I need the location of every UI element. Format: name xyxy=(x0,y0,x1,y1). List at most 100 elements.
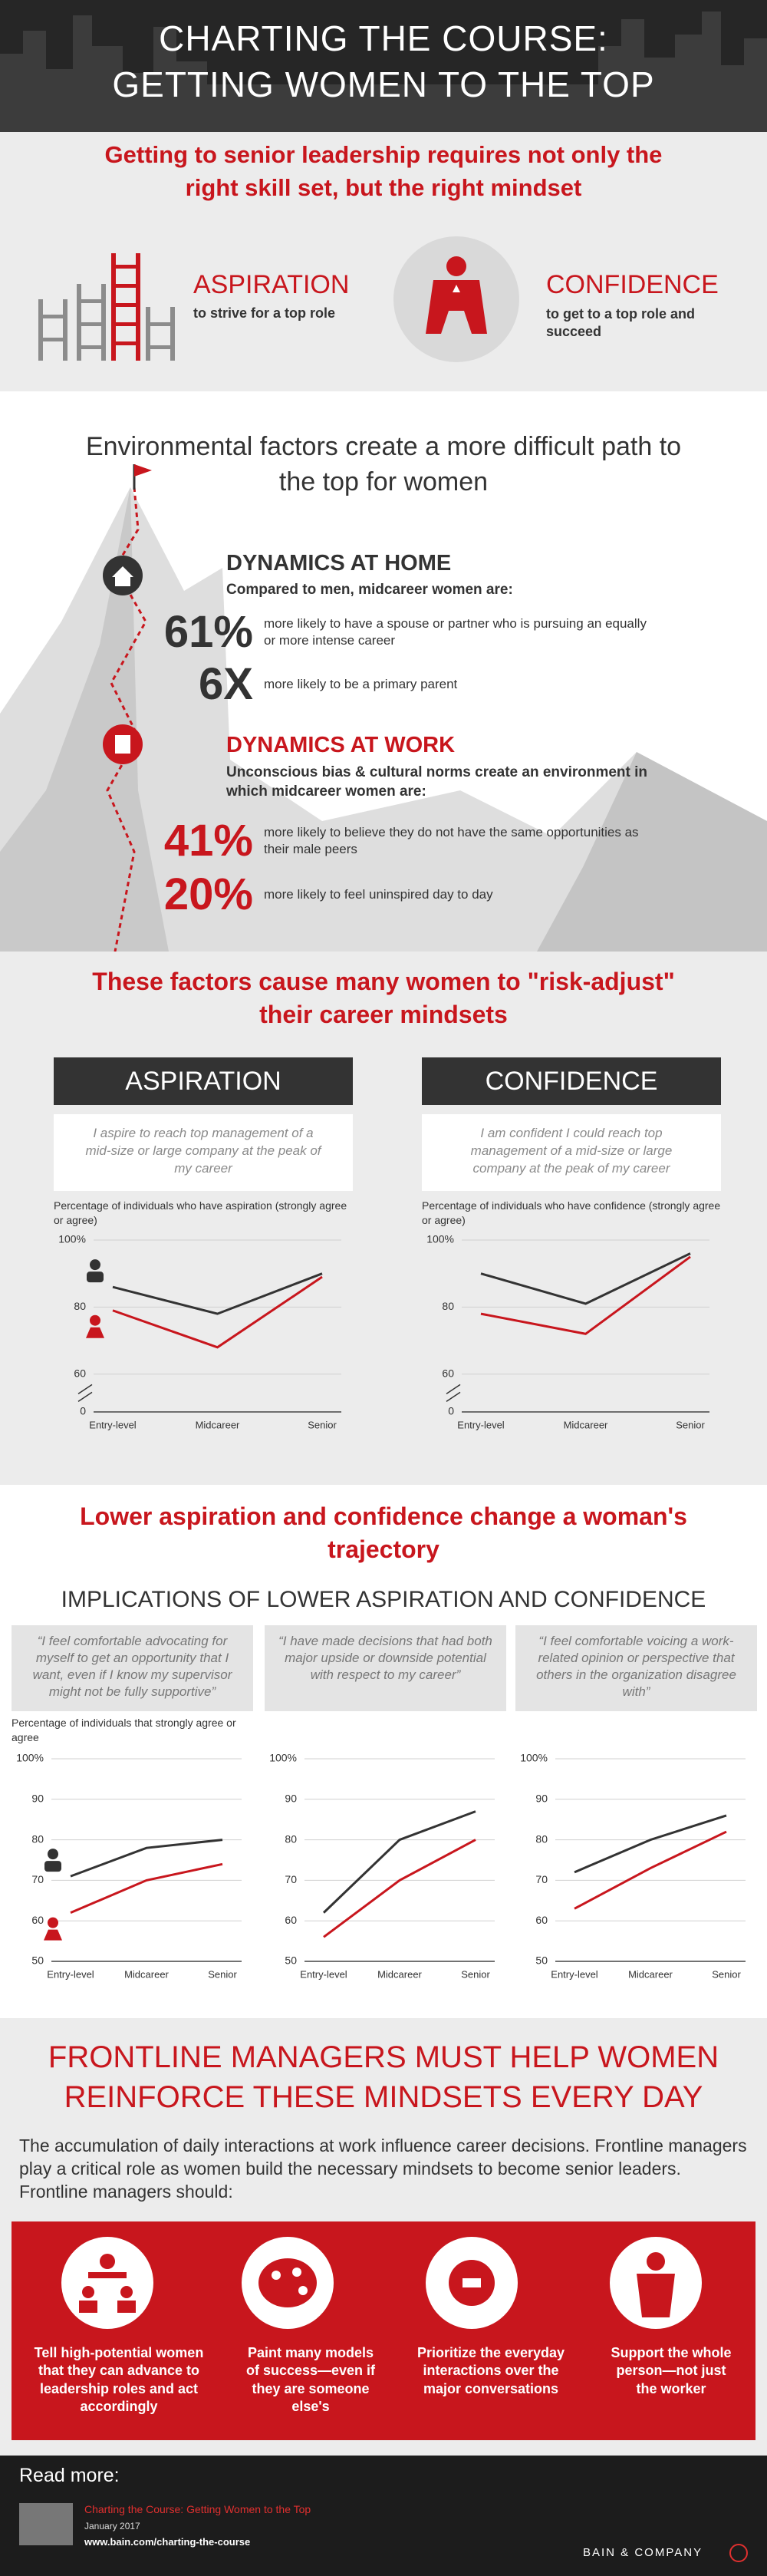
y-axis-label: Percentage of individuals who have confi… xyxy=(422,1199,721,1226)
chart-panel: CONFIDENCE I am confident I could reach … xyxy=(422,1057,721,1462)
y-tick-label: 70 xyxy=(285,1873,297,1885)
risk-section xyxy=(0,952,767,1485)
aspiration-text: to strive for a top role xyxy=(193,305,336,321)
series-line xyxy=(574,1830,727,1910)
line-chart: 50 60 70 80 90 100% Entry-level Midcareer Senior xyxy=(16,1752,242,1980)
series-line xyxy=(322,1810,476,1914)
rung xyxy=(111,284,140,288)
person-icon-head xyxy=(48,1917,58,1928)
x-tick-label: Entry-level xyxy=(551,1968,598,1980)
rung xyxy=(77,299,106,303)
rail xyxy=(63,299,67,361)
x-tick-label: Entry-level xyxy=(47,1968,94,1980)
x-tick-label: Midcareer xyxy=(124,1968,169,1980)
x-tick-label: Midcareer xyxy=(377,1968,422,1980)
y-tick-label: 90 xyxy=(285,1793,297,1805)
person-icon-body xyxy=(44,1929,62,1941)
y-tick-label: 80 xyxy=(31,1832,44,1845)
brand: BAIN & COMPANY xyxy=(583,2546,703,2559)
icon-glyphs xyxy=(79,2252,675,2317)
report-date: January 2017 xyxy=(84,2521,140,2531)
actions: Tell high-potential women that they can … xyxy=(12,2344,755,2416)
chart-subtitle: “I feel comfortable advocating for mysel… xyxy=(12,1625,253,1711)
grey-rungs xyxy=(38,299,175,349)
y-tick-label: 90 xyxy=(535,1793,548,1805)
mountain-shade xyxy=(537,752,767,952)
mountain xyxy=(0,487,767,952)
report-url[interactable]: www.bain.com/charting-the-course xyxy=(84,2536,251,2548)
stat-text: more likely to be a primary parent xyxy=(264,676,458,691)
line-chart: 50 60 70 80 90 100% Entry-level Midcareer Senior xyxy=(269,1752,495,1980)
flag xyxy=(134,464,152,477)
y-tick-label: 60 xyxy=(442,1367,454,1379)
icon-circle xyxy=(61,2237,153,2329)
rung xyxy=(77,345,106,349)
rung xyxy=(111,303,140,307)
glyph xyxy=(88,2272,127,2278)
glyph xyxy=(117,2301,136,2313)
rung xyxy=(146,322,175,326)
confidence-text: to get to a top role and succeed xyxy=(546,306,695,340)
x-tick-label: Midcareer xyxy=(564,1419,608,1430)
confidence-icon xyxy=(393,236,519,362)
y-tick-label: 70 xyxy=(535,1873,548,1885)
x-tick-label: Entry-level xyxy=(89,1419,137,1430)
report-title: Charting the Course: Getting Women to th… xyxy=(84,2503,311,2515)
mindset-section xyxy=(0,132,767,391)
brand-logo xyxy=(729,2544,748,2562)
work-intro: Unconscious bias & cultural norms create… xyxy=(226,764,648,800)
glyph xyxy=(82,2286,94,2298)
y-tick-label: 80 xyxy=(442,1300,454,1312)
x-tick-label: Midcareer xyxy=(628,1968,673,1980)
aspiration-title: ASPIRATION xyxy=(193,270,350,299)
line-chart: 0 60 80 100% Entry-level Midcareer Senior xyxy=(58,1232,341,1430)
line-chart: 50 60 70 80 90 100% Entry-level Midcareer Senior xyxy=(520,1752,746,1980)
glyph xyxy=(79,2301,97,2313)
y-tick-label: 90 xyxy=(31,1793,44,1805)
y-tick-label: 60 xyxy=(285,1914,297,1926)
hero-head xyxy=(446,256,466,276)
rung xyxy=(111,322,140,326)
chart-title: ASPIRATION xyxy=(54,1057,353,1105)
stat-text: more likely to believe they do not have … xyxy=(264,825,639,856)
person-icon-head xyxy=(48,1849,58,1860)
y-tick-label: 60 xyxy=(74,1367,86,1379)
y-tick-label: 100% xyxy=(269,1752,297,1764)
axis-break xyxy=(446,1391,461,1402)
y-tick-label: 0 xyxy=(80,1404,86,1417)
home-title: DYNAMICS AT HOME xyxy=(226,551,452,576)
y-axis-label: Percentage of individuals who have aspir… xyxy=(54,1199,347,1226)
footer xyxy=(0,2456,767,2576)
rail xyxy=(146,307,150,361)
stat-value: 61% xyxy=(163,607,253,657)
y-tick-label: 80 xyxy=(285,1832,297,1845)
action-text: Paint many models of success—even if the… xyxy=(245,2345,376,2415)
report-thumbnail xyxy=(19,2503,73,2545)
chart-subtitle: I aspire to reach top management of a mi… xyxy=(54,1114,353,1191)
ladder-icon xyxy=(38,253,175,361)
y-axis-label: Percentage of individuals that strongly … xyxy=(12,1717,236,1743)
chart-panel: “I feel comfortable advocating for mysel… xyxy=(12,1625,253,2011)
x-tick-label: Entry-level xyxy=(457,1419,505,1430)
stat-value: 20% xyxy=(163,869,253,919)
frontline-text: The accumulation of daily interactions a… xyxy=(19,2136,747,2202)
dot xyxy=(292,2268,301,2277)
chart-subtitle: “I have made decisions that had both maj… xyxy=(265,1625,506,1711)
chart-subtitle: I am confident I could reach top managem… xyxy=(422,1114,721,1191)
glyph xyxy=(100,2254,115,2269)
series-line xyxy=(480,1252,691,1305)
y-tick-label: 100% xyxy=(16,1752,44,1764)
person-icon-head xyxy=(90,1314,100,1326)
stat-text: more likely to feel uninspired day to da… xyxy=(264,886,493,902)
x-tick-label: Senior xyxy=(461,1968,490,1980)
person-icon-body xyxy=(87,1271,104,1282)
y-tick-label: 100% xyxy=(58,1232,86,1245)
stat-value: 41% xyxy=(163,816,253,866)
series-line xyxy=(574,1814,727,1874)
dot xyxy=(272,2271,281,2280)
title-line: GETTING WOMEN TO THE TOP xyxy=(112,64,655,104)
rung xyxy=(146,345,175,349)
hero-body xyxy=(426,280,487,334)
y-tick-label: 50 xyxy=(535,1954,548,1967)
